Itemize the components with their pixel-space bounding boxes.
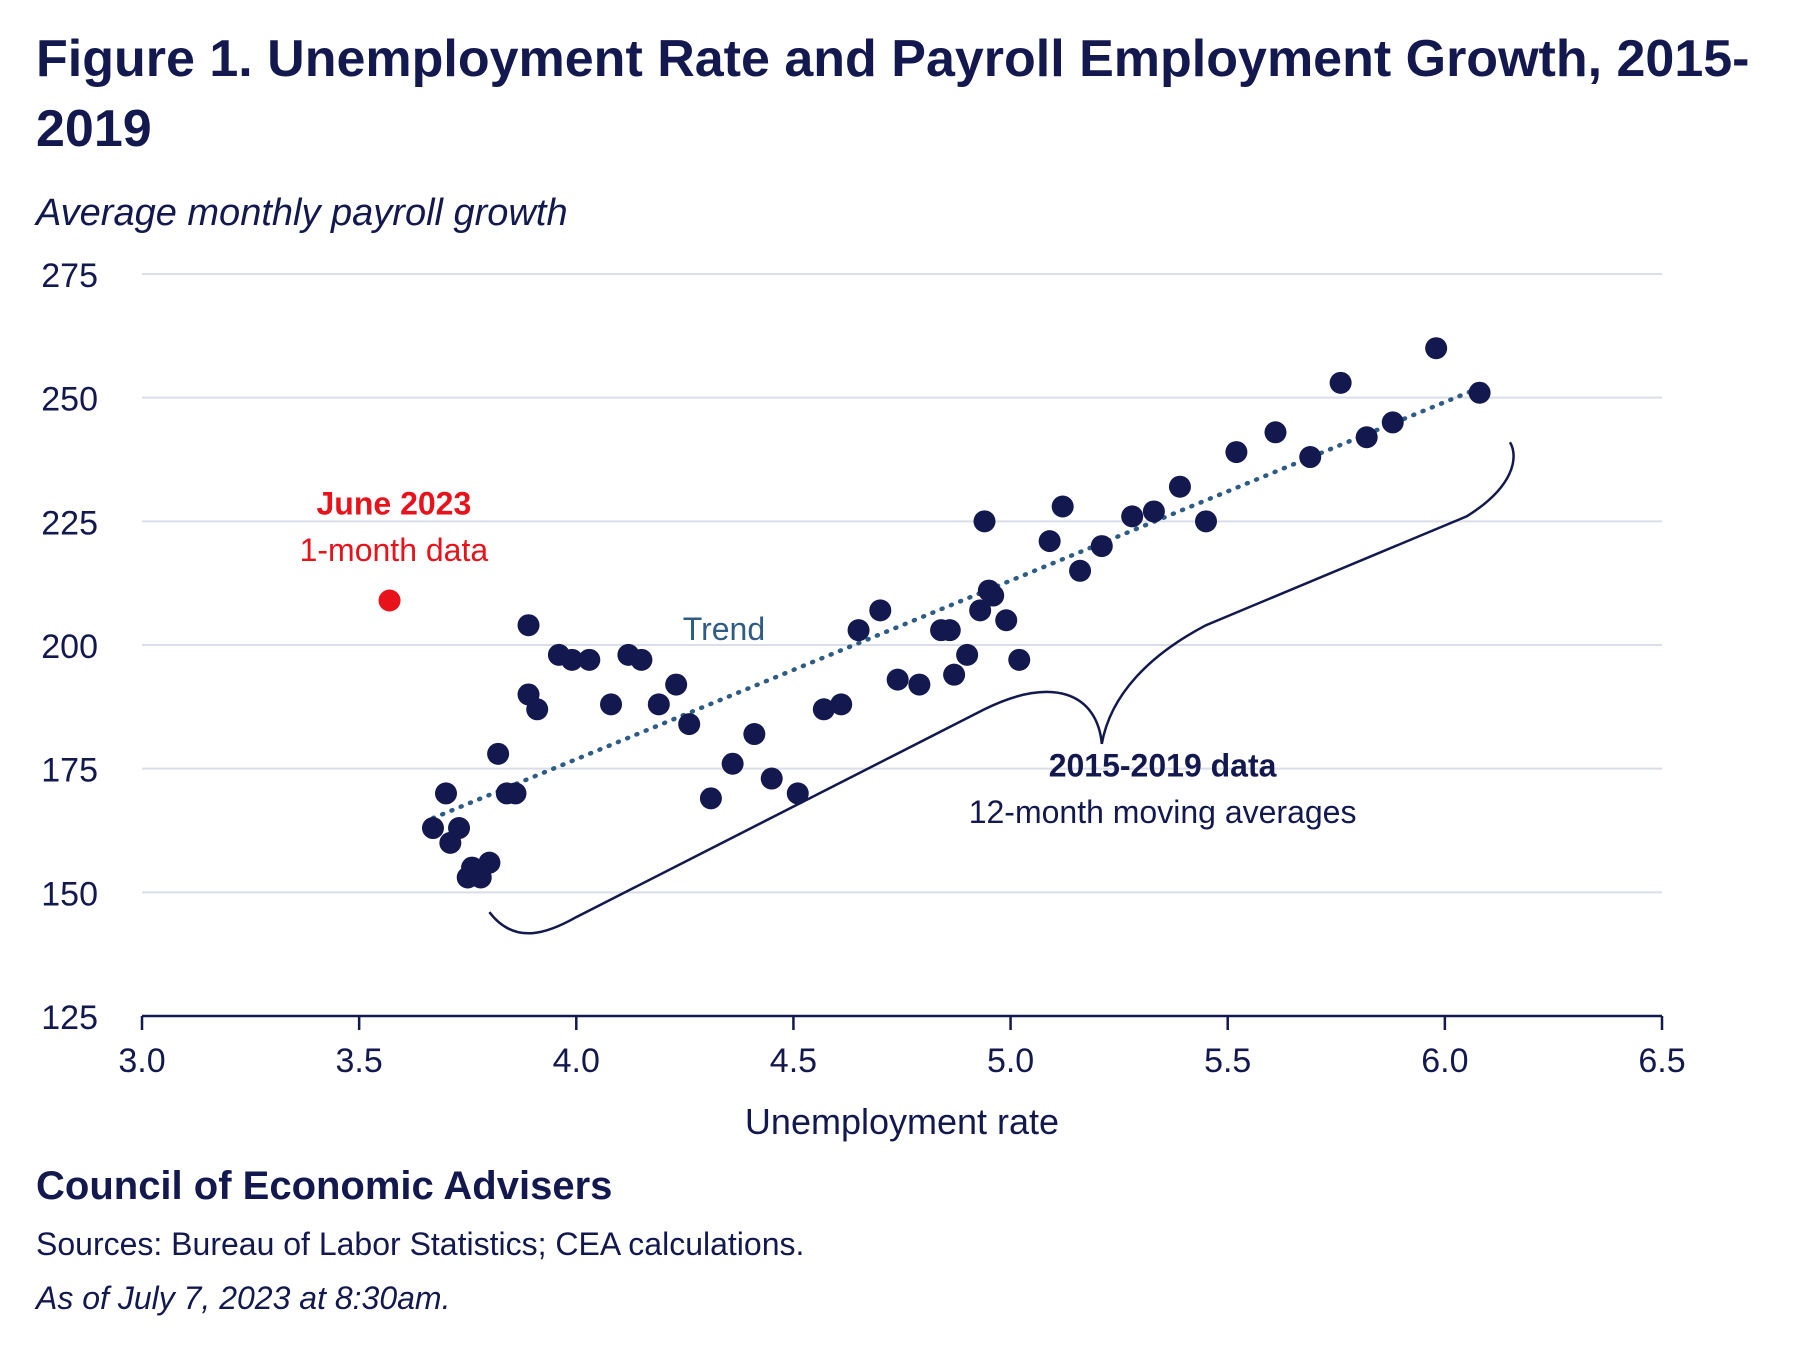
y-tick-label: 175 [41, 752, 98, 790]
highlight-subtitle: 1-month data [300, 532, 489, 568]
x-tick-label: 4.5 [770, 1042, 817, 1080]
brace-annotation [488, 441, 1515, 935]
data-point [1381, 411, 1404, 434]
data-point [1038, 530, 1061, 553]
data-point [1168, 475, 1191, 498]
data-point [678, 713, 701, 736]
data-point [786, 782, 809, 805]
data-point [647, 693, 670, 716]
brace-subtitle: 12-month moving averages [969, 794, 1357, 830]
data-point [943, 663, 966, 686]
as-of-date: As of July 7, 2023 at 8:30am. [36, 1280, 451, 1316]
data-point [1264, 421, 1287, 444]
data-point [1051, 495, 1074, 518]
y-tick-label: 150 [41, 875, 98, 913]
data-point [956, 643, 979, 666]
x-tick-label: 3.5 [336, 1042, 383, 1080]
data-point [1225, 441, 1248, 464]
data-point [1121, 505, 1144, 528]
x-tick-label: 5.0 [987, 1042, 1034, 1080]
data-point [938, 619, 961, 642]
data-point [421, 817, 444, 840]
data-point [830, 693, 853, 716]
data-point [721, 752, 744, 775]
brace-title: 2015-2019 data [1049, 748, 1277, 784]
x-tick-label: 6.5 [1638, 1042, 1685, 1080]
x-axis-ticks: 3.0 3.5 4.0 4.5 5.0 5.5 6.0 6.5 [118, 1016, 1686, 1080]
data-point [448, 817, 471, 840]
data-point [560, 648, 583, 671]
data-point [847, 619, 870, 642]
data-point [1195, 510, 1217, 533]
x-tick-label: 5.5 [1204, 1042, 1251, 1080]
data-point [517, 614, 540, 637]
data-point [812, 698, 835, 721]
y-tick-label: 225 [41, 504, 98, 542]
trend-label: Trend [683, 611, 765, 647]
data-point [1329, 371, 1352, 394]
grid-lines [142, 273, 1662, 894]
data-points [378, 337, 1491, 889]
source-organization: Council of Economic Advisers [36, 1164, 613, 1208]
data-point [526, 698, 549, 721]
data-point [1142, 500, 1165, 523]
data-point [600, 693, 623, 716]
highlight-title: June 2023 [317, 485, 472, 521]
data-point [487, 742, 510, 765]
data-point [982, 584, 1005, 607]
data-point [1355, 426, 1378, 449]
data-point [995, 609, 1018, 632]
x-axis-label: Unemployment rate [745, 1101, 1059, 1142]
data-point [1299, 446, 1322, 469]
chart-title: Figure 1. Unemployment Rate and Payroll … [36, 30, 1750, 158]
highlight-point [378, 589, 401, 612]
data-point [435, 782, 457, 805]
data-point [478, 851, 501, 874]
data-point [743, 723, 766, 746]
data-point [665, 673, 688, 696]
data-point [1425, 337, 1448, 360]
data-point [760, 767, 783, 790]
data-point [1008, 648, 1031, 671]
data-point [973, 510, 996, 533]
y-tick-label: 125 [41, 999, 98, 1037]
data-point [1090, 535, 1113, 558]
data-point [908, 673, 931, 696]
y-axis-caption: Average monthly payroll growth [36, 192, 568, 234]
x-tick-label: 4.0 [553, 1042, 600, 1080]
source-note: Sources: Bureau of Labor Statistics; CEA… [36, 1226, 805, 1262]
data-point [1468, 381, 1491, 404]
y-axis-ticks: 125 150 175 200 225 250 275 [41, 257, 98, 1037]
data-point [504, 782, 527, 805]
data-point [630, 648, 653, 671]
data-point [869, 599, 892, 622]
x-tick-label: 6.0 [1421, 1042, 1468, 1080]
data-point [1069, 559, 1092, 582]
data-point [578, 648, 601, 671]
data-point [699, 787, 722, 810]
y-tick-label: 275 [41, 257, 98, 295]
data-point [969, 599, 992, 622]
scatter-chart: 3.0 3.5 4.0 4.5 5.0 5.5 6.0 6.5 125 150 175 200 225… [41, 257, 1686, 1142]
x-tick-label: 3.0 [118, 1042, 165, 1080]
y-tick-label: 250 [41, 381, 98, 419]
y-tick-label: 200 [41, 628, 98, 666]
trend-line [430, 385, 1482, 821]
data-point [886, 668, 909, 691]
